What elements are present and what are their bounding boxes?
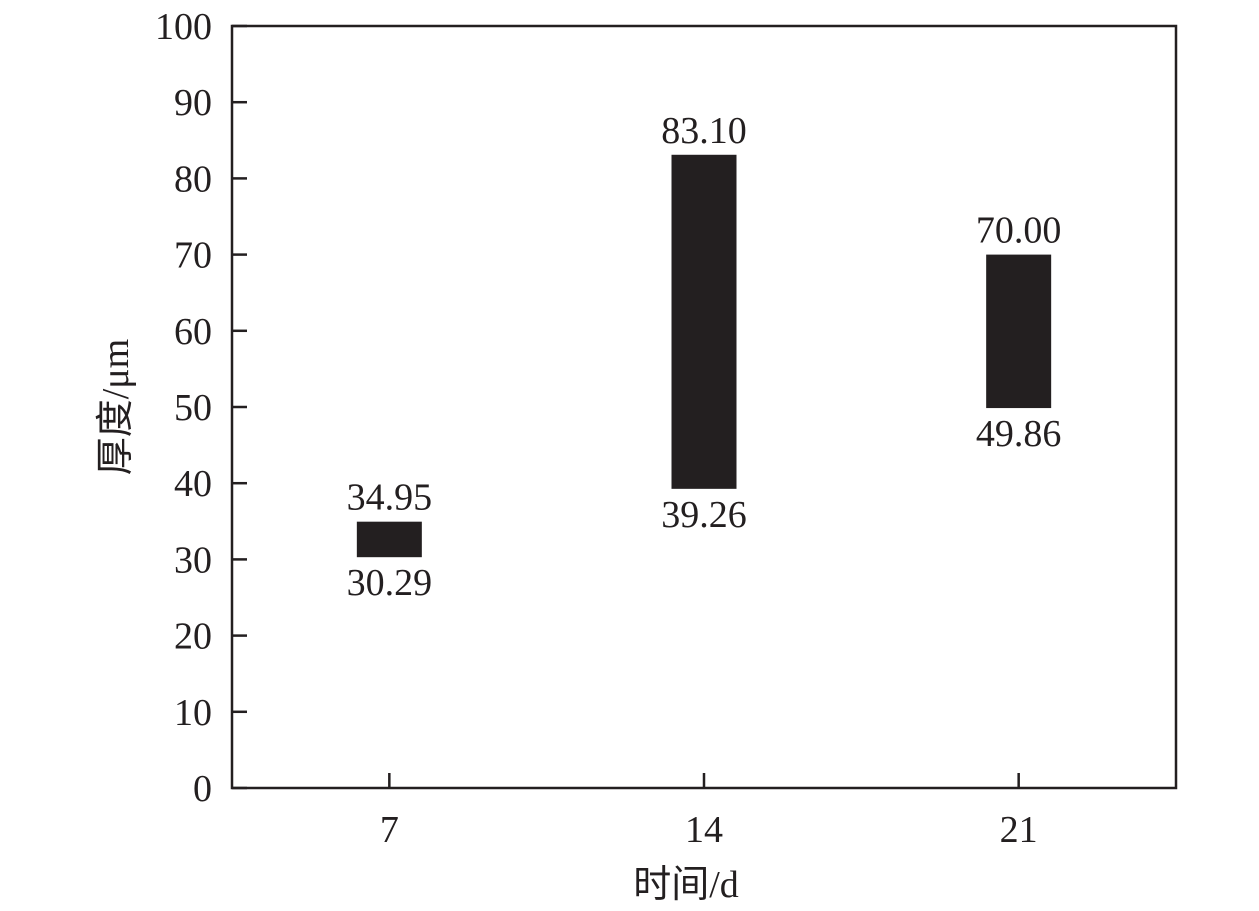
y-tick-label: 10: [174, 692, 212, 734]
y-tick-label: 60: [174, 311, 212, 353]
data-label-high: 83.10: [661, 110, 747, 152]
y-tick-label: 70: [174, 235, 212, 277]
y-tick-label: 0: [193, 768, 212, 810]
y-tick-label: 40: [174, 463, 212, 505]
y-tick-label: 20: [174, 616, 212, 658]
data-label-low: 49.86: [976, 413, 1062, 455]
data-label-low: 30.29: [347, 562, 433, 604]
y-tick-label: 90: [174, 82, 212, 124]
data-label-high: 70.00: [976, 210, 1062, 252]
x-tick-label: 7: [380, 809, 399, 851]
y-axis: 0 10 20 30 40 50 60 70 80 90 100: [155, 6, 247, 810]
y-tick-label: 80: [174, 158, 212, 200]
bar: [671, 154, 737, 489]
x-tick-label: 14: [685, 809, 723, 851]
x-axis-label: 时间/d: [633, 864, 739, 906]
data-label-low: 39.26: [661, 494, 747, 536]
y-tick-label: 100: [155, 6, 212, 48]
data-label-high: 34.95: [347, 477, 433, 519]
y-tick-label: 30: [174, 539, 212, 581]
y-axis-label: 厚度/μm: [95, 339, 137, 476]
y-tick-label: 50: [174, 387, 212, 429]
bar: [356, 521, 422, 558]
bar: [986, 254, 1052, 409]
x-axis: 7 14 21: [380, 773, 1038, 851]
x-tick-label: 21: [1000, 809, 1038, 851]
bars: 34.95 30.29 83.10 39.26 70.00 49.86: [347, 110, 1062, 604]
